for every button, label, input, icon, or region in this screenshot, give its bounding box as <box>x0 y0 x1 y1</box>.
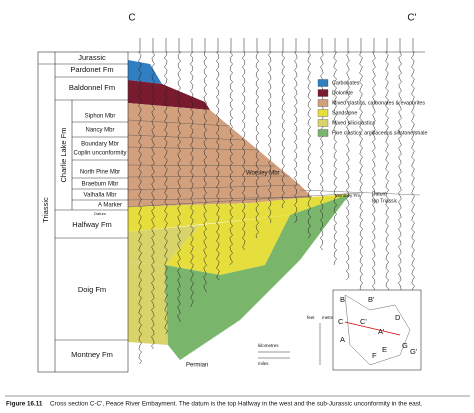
well-log <box>151 51 155 350</box>
unit-label: Nancy Mbr <box>85 128 114 134</box>
legend-label: Mixed siliciclastics <box>332 120 375 126</box>
well-log <box>137 51 142 365</box>
legend-label: Dolomite <box>332 90 353 96</box>
well-log <box>164 51 168 335</box>
well-log <box>294 51 298 224</box>
map-label: C <box>338 317 344 326</box>
shape <box>128 225 200 265</box>
legend-swatch <box>317 119 329 127</box>
section-label: Montney Fm <box>335 193 360 198</box>
legend-swatch <box>317 129 329 137</box>
legend-swatch <box>317 109 329 117</box>
group <box>137 38 415 365</box>
group: Carbonates Dolomite Mixed clastics, carbon… <box>317 79 427 137</box>
unit-label: Braeburn Mbr <box>82 182 119 188</box>
unit-label: Baldonnel Fm <box>69 83 115 92</box>
map-label: B' <box>368 295 375 304</box>
well-log <box>229 51 233 266</box>
map-label: G <box>402 341 408 350</box>
map-label: E <box>382 345 387 354</box>
group: Jurassic Pardonet Fm Baldonnel Fm Siphon Mb… <box>69 53 127 359</box>
legend-swatch <box>317 79 329 87</box>
well-log <box>346 51 350 281</box>
section-start: C <box>128 13 135 24</box>
scale-label: feet <box>307 315 315 320</box>
well-log <box>190 51 194 308</box>
shape <box>127 134 246 141</box>
unit-label: Datum <box>94 211 106 216</box>
scale-label: miles <box>258 361 269 366</box>
unit-label: Jurassic <box>78 53 106 62</box>
group <box>258 323 321 365</box>
map-label: G' <box>410 347 418 356</box>
map-label: A <box>340 335 345 344</box>
unit-label: Siphon Mbr <box>85 114 116 120</box>
section-label: Worsley Mbr <box>246 171 280 177</box>
caption-text: Cross section C-C', Peace River Embaymen… <box>50 401 423 408</box>
map-label: C' <box>360 317 367 326</box>
section-label: Permian <box>186 363 208 369</box>
well-log <box>255 51 260 239</box>
well-log <box>268 51 272 224</box>
shape <box>128 262 168 345</box>
system-label: Triassic <box>41 197 50 223</box>
shape <box>165 215 290 275</box>
legend-label: Fine clastics, argillaceous siltstone/sh… <box>332 130 427 136</box>
shape <box>128 80 210 110</box>
unit-label: Boundary Mbr <box>81 142 119 148</box>
caption-number: Figure 16.11 <box>6 401 43 408</box>
shape <box>128 103 312 207</box>
scale-label: metres <box>322 315 337 320</box>
group: B B' C C' A A' D EF GG' <box>338 295 418 360</box>
map-label: F <box>372 351 377 360</box>
unit-label: North Pine Mbr <box>80 170 120 176</box>
shape <box>127 184 301 191</box>
well-log <box>203 51 207 293</box>
shape <box>127 196 313 201</box>
section-label: Datum <box>372 191 387 197</box>
unit-label: Doig Fm <box>78 285 106 294</box>
shape <box>344 321 401 336</box>
shape <box>128 60 162 84</box>
legend-label: Carbonates <box>332 80 360 86</box>
unit-label: Coplin unconformity <box>73 151 126 157</box>
unit-label: Montney Fm <box>71 350 113 359</box>
legend-label: Mixed clastics, carbonates & evaporites <box>332 100 425 106</box>
shape <box>332 289 422 371</box>
well-log <box>242 51 246 251</box>
section-end: C' <box>407 13 416 24</box>
well-log <box>333 51 337 266</box>
unit-label: Pardonet Fm <box>70 65 113 74</box>
well-log <box>359 51 363 293</box>
well-log <box>372 51 376 308</box>
well-log <box>307 51 311 239</box>
unit-label: Halfway Fm <box>72 220 112 229</box>
scale-label: kilometres <box>258 343 279 348</box>
shape <box>128 194 350 232</box>
shape <box>127 175 291 178</box>
group <box>344 294 411 366</box>
shape <box>165 194 350 360</box>
shape <box>127 119 231 127</box>
well-log <box>398 51 402 335</box>
map-label: B <box>340 295 345 304</box>
shape <box>37 51 129 373</box>
legend-label: Sandstone <box>332 110 357 116</box>
legend-swatch <box>317 99 329 107</box>
well-log <box>177 51 182 323</box>
unit-label: Valhalla Mbr <box>84 193 117 199</box>
map-label: D <box>395 313 401 322</box>
well-log <box>215 51 220 281</box>
unit-label: A Marker <box>98 203 122 209</box>
group-label: Charlie Lake Fm <box>59 127 68 182</box>
legend-swatch <box>317 89 329 97</box>
shape <box>299 189 421 196</box>
section-label: top Triassic <box>372 198 398 204</box>
group <box>37 51 129 373</box>
well-log <box>281 51 285 209</box>
shape <box>344 294 411 366</box>
well-log <box>384 51 389 323</box>
map-label: A' <box>378 327 385 336</box>
